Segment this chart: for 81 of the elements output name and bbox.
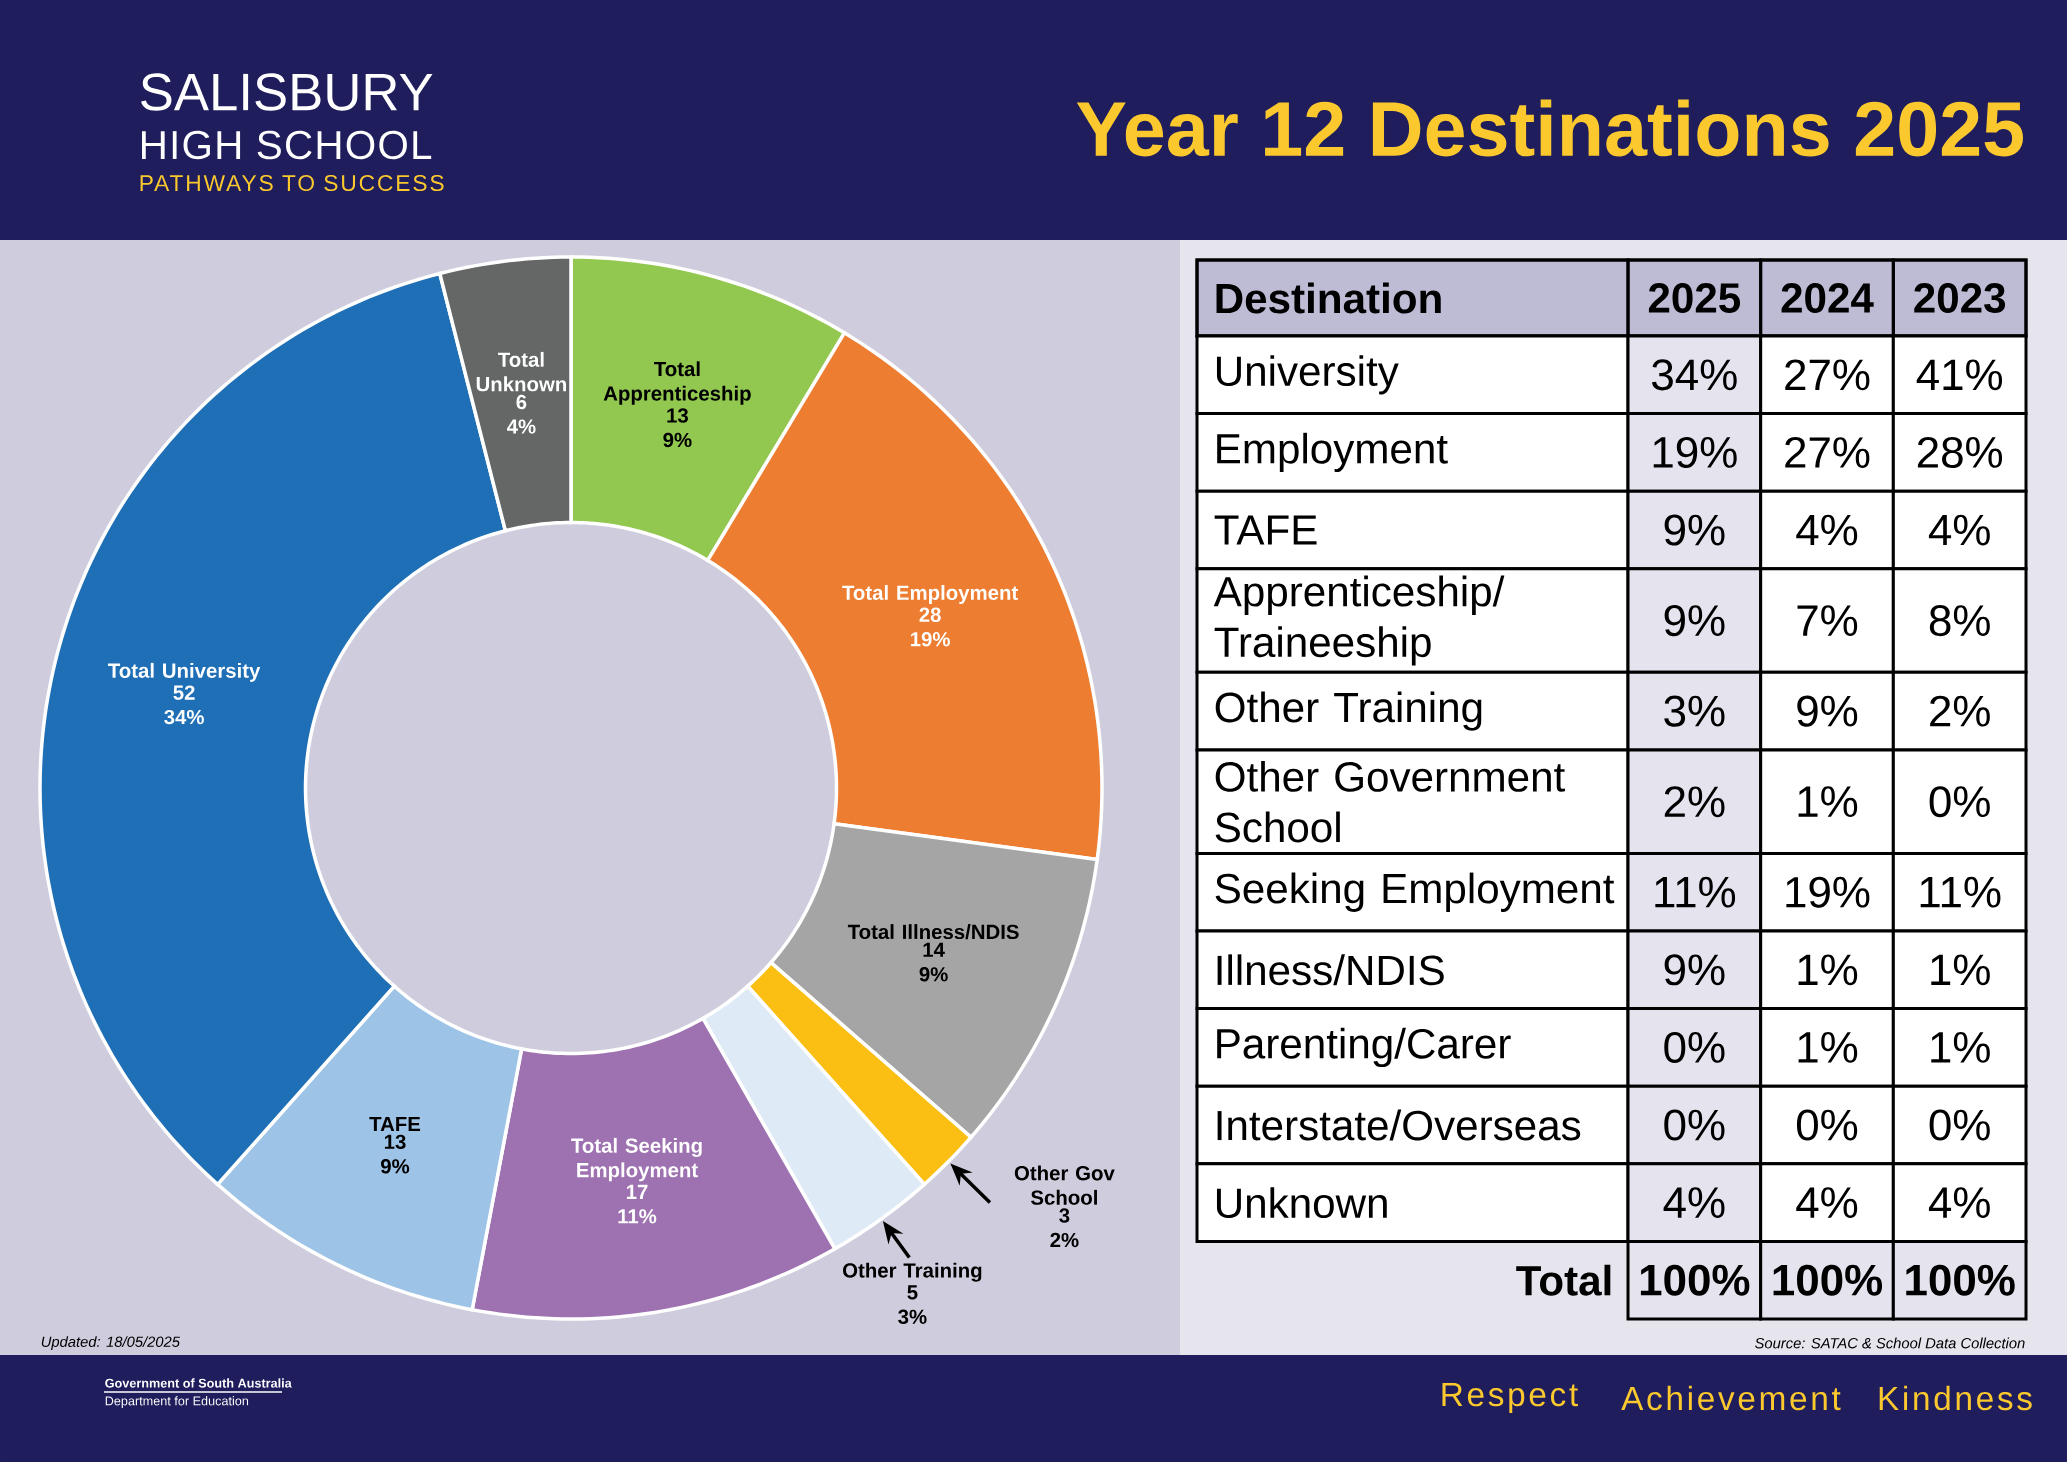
data-label: 5 3%	[898, 1285, 927, 1325]
slice-label: Other Gov School	[1014, 1165, 1115, 1205]
text: 9%	[1664, 514, 1725, 546]
slice-label: Total Unknown	[476, 351, 566, 392]
text: Achievement	[1621, 1385, 1841, 1411]
text: 1%	[1931, 1032, 1990, 1063]
data-label: 3 2%	[1050, 1208, 1079, 1248]
text: 19%	[1653, 436, 1737, 468]
text: 9%	[1664, 954, 1725, 986]
text: 0%	[1796, 1109, 1858, 1141]
text: 2%	[1930, 695, 1990, 727]
text: 11%	[1920, 876, 2001, 908]
category-label: University	[1216, 355, 1399, 395]
text: 3%	[1664, 695, 1725, 727]
text: 0%	[1664, 1109, 1725, 1141]
category-label: Illness/NDIS	[1217, 954, 1444, 986]
text: 1%	[1798, 786, 1858, 818]
text: Destination	[1216, 282, 1441, 314]
category-label: 2024	[1781, 283, 1874, 313]
text: 8%	[1929, 605, 1990, 637]
category-label: Interstate/Overseas	[1217, 1109, 1581, 1141]
text: 0%	[1929, 786, 1990, 818]
data-label: 13 9%	[380, 1134, 410, 1174]
text: 4%	[1796, 1187, 1858, 1218]
data-label: 13 9%	[663, 408, 692, 448]
text: Department for Education	[105, 1396, 249, 1408]
data-label: 28 19%	[910, 607, 950, 647]
text: 4%	[1928, 1187, 1990, 1218]
text: 19%	[1786, 876, 1870, 908]
text: Government of South Australia	[105, 1378, 292, 1388]
source-note: Source: SATAC & School Data Collection	[1755, 1337, 2025, 1349]
slice-label: TAFE	[369, 1117, 421, 1132]
data-label: 6 4%	[507, 394, 536, 434]
text: 1%	[1931, 954, 1990, 986]
text: 1%	[1798, 954, 1858, 986]
text: PATHWAYS TO SUCCESS	[140, 174, 444, 192]
text: 4%	[1663, 1187, 1725, 1218]
text: 28%	[1917, 436, 2003, 468]
text: 9%	[1664, 605, 1725, 637]
text: 4%	[1928, 514, 1990, 546]
data-label: 17 11%	[618, 1184, 657, 1224]
text: 0%	[1929, 1109, 1990, 1141]
category-label: 2023	[1914, 283, 2006, 313]
data-label: 52 34%	[164, 685, 204, 725]
category-label: TAFE	[1214, 515, 1317, 545]
category-label: Unknown	[1216, 1187, 1387, 1219]
category-label: Parenting/Carer	[1217, 1027, 1511, 1068]
slice-label: Total Seeking Employment	[571, 1137, 702, 1182]
category-label: Other Government School	[1215, 760, 1565, 843]
text: 27%	[1785, 359, 1870, 391]
text: 11%	[1655, 876, 1736, 908]
text: 2%	[1664, 786, 1725, 818]
slice-label: Total Illness/NDIS	[847, 924, 1019, 940]
text: 100%	[1640, 1264, 1750, 1296]
category-label: Employment	[1217, 432, 1448, 473]
slice-label: Total University	[108, 662, 261, 682]
category-label: Total	[1516, 1264, 1611, 1296]
text: 4%	[1796, 514, 1858, 546]
slice-label: Other Training	[843, 1262, 982, 1282]
category-label: Other Training	[1215, 691, 1482, 731]
text: 1%	[1798, 1032, 1858, 1063]
text: 100%	[1906, 1264, 2015, 1296]
text: Updated: 18/05/2025	[41, 1336, 180, 1350]
text: HIGH SCHOOL	[142, 130, 432, 160]
slice-label: Total Employment	[842, 585, 1019, 605]
text: 9%	[1797, 695, 1858, 727]
text: 41%	[1916, 359, 2003, 391]
category-label: 2025	[1648, 283, 1741, 313]
text: Kindness	[1879, 1385, 2032, 1411]
text: SALISBURY	[141, 73, 433, 111]
text: 100%	[1773, 1264, 1883, 1296]
text: Respect	[1442, 1383, 1578, 1413]
category-label: Apprenticeship/ Traineeship	[1213, 575, 1505, 666]
text: Year 12 Destinations 2025	[1076, 99, 2024, 157]
text: 34%	[1652, 359, 1737, 391]
text: 0%	[1664, 1031, 1725, 1063]
text: 7%	[1797, 605, 1858, 636]
data-label: 14 9%	[919, 942, 948, 982]
text: 27%	[1785, 436, 1870, 468]
category-label: Seeking Employment	[1215, 872, 1615, 912]
slice-label: Total Apprenticeship	[603, 361, 751, 405]
